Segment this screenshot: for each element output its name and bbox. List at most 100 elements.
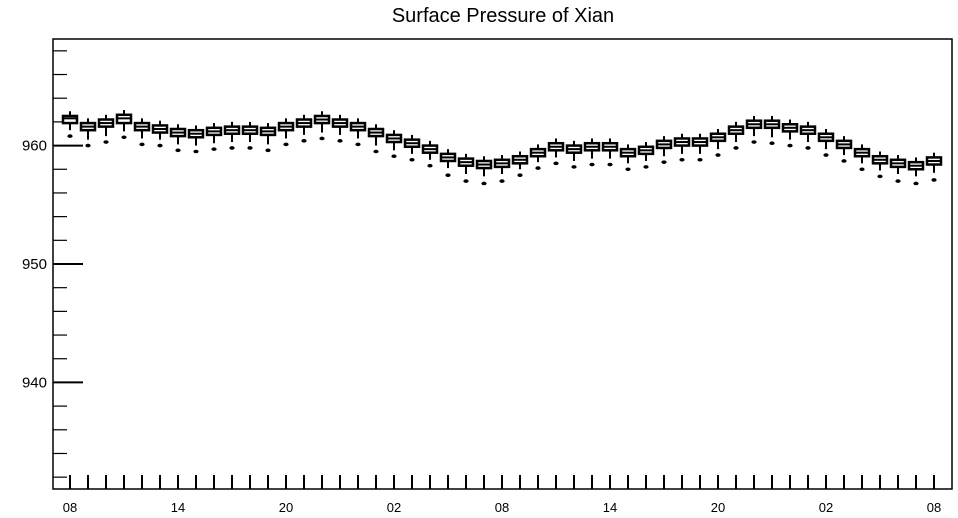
x-tick-label: 20: [279, 500, 293, 515]
box-30: [601, 138, 619, 167]
outlier-point: [571, 165, 577, 169]
box-36: [709, 129, 727, 157]
box-20: [421, 140, 439, 168]
box-1: [79, 118, 97, 148]
outlier-point: [517, 173, 523, 177]
box-47: [907, 157, 925, 186]
plot-frame: [52, 38, 953, 490]
box-22: [457, 153, 475, 183]
box-19: [403, 134, 421, 162]
x-tick-label: 08: [495, 500, 509, 515]
x-axis: 08 14 20 02 08 14 20 02 08: [63, 475, 941, 515]
outlier-point: [121, 135, 127, 140]
box-0: [61, 111, 79, 138]
outlier-point: [715, 153, 721, 157]
box-40: [781, 119, 799, 148]
y-tick-label: 960: [22, 138, 47, 155]
box-11: [259, 123, 277, 153]
box-33: [655, 136, 673, 164]
x-tick-label: 02: [819, 500, 833, 515]
x-tick-label: 14: [171, 500, 185, 515]
box-21: [439, 149, 457, 177]
box-35: [691, 133, 709, 162]
outlier-point: [319, 136, 325, 141]
x-tick-label: 14: [603, 500, 617, 515]
y-tick-label: 940: [22, 374, 47, 391]
outlier-point: [193, 149, 199, 154]
outlier-point: [895, 179, 901, 183]
box-23: [475, 156, 493, 186]
outlier-point: [805, 146, 811, 150]
box-5: [151, 120, 169, 148]
outlier-point: [913, 181, 919, 186]
outlier-point: [589, 162, 595, 167]
box-14: [313, 111, 331, 141]
box-28: [565, 140, 583, 169]
box-25: [511, 151, 529, 177]
outlier-point: [481, 181, 487, 186]
box-32: [637, 142, 655, 169]
outlier-point: [625, 167, 631, 172]
box-10: [241, 121, 259, 150]
x-tick-label: 20: [711, 500, 725, 515]
outlier-point: [553, 161, 559, 166]
outlier-point: [175, 148, 181, 153]
outlier-point: [391, 154, 397, 159]
y-tick-label: 950: [22, 256, 47, 273]
box-24: [493, 155, 511, 183]
box-29: [583, 138, 601, 167]
box-3: [115, 110, 133, 140]
outlier-point: [841, 159, 847, 163]
box-iqr: [61, 114, 79, 125]
outlier-point: [607, 162, 613, 167]
box-31: [619, 144, 637, 172]
y-axis: 940 950 960: [22, 50, 83, 478]
box-34: [673, 133, 691, 162]
outlier-point: [733, 146, 739, 150]
outlier-point: [283, 142, 289, 147]
box-26: [529, 144, 547, 170]
outlier-point: [679, 157, 685, 162]
outlier-point: [355, 142, 361, 147]
box-7: [187, 125, 205, 154]
outlier-point: [643, 165, 649, 169]
outlier-point: [697, 157, 703, 162]
box-8: [205, 123, 223, 151]
box-9: [223, 121, 241, 150]
box-48: [925, 152, 943, 182]
box-44: [853, 144, 871, 172]
outlier-point: [409, 157, 415, 162]
outlier-point: [139, 142, 145, 147]
box-17: [367, 124, 385, 154]
chart-title: Surface Pressure of Xian: [392, 5, 614, 27]
box-15: [331, 114, 349, 143]
outlier-point: [769, 141, 775, 146]
outlier-point: [661, 160, 667, 164]
outlier-point: [373, 149, 379, 154]
outlier-point: [301, 139, 307, 143]
outlier-point: [67, 134, 73, 138]
outlier-point: [103, 140, 109, 144]
box-16: [349, 118, 367, 147]
outlier-point: [931, 178, 937, 182]
box-12: [277, 118, 295, 147]
box-41: [799, 121, 817, 150]
outlier-point: [337, 139, 343, 143]
outlier-point: [877, 174, 883, 179]
outlier-point: [751, 140, 757, 144]
outlier-point: [445, 173, 451, 177]
outlier-point: [823, 153, 829, 157]
box-18: [385, 130, 403, 159]
box-6: [169, 124, 187, 153]
box-45: [871, 151, 889, 179]
x-tick-label: 08: [63, 500, 77, 515]
box-2: [97, 114, 115, 144]
outlier-point: [265, 148, 271, 153]
box-42: [817, 129, 835, 157]
outlier-point: [859, 167, 865, 172]
box-37: [727, 121, 745, 150]
box-27: [547, 138, 565, 166]
outlier-point: [535, 166, 541, 170]
box-38: [745, 115, 763, 144]
